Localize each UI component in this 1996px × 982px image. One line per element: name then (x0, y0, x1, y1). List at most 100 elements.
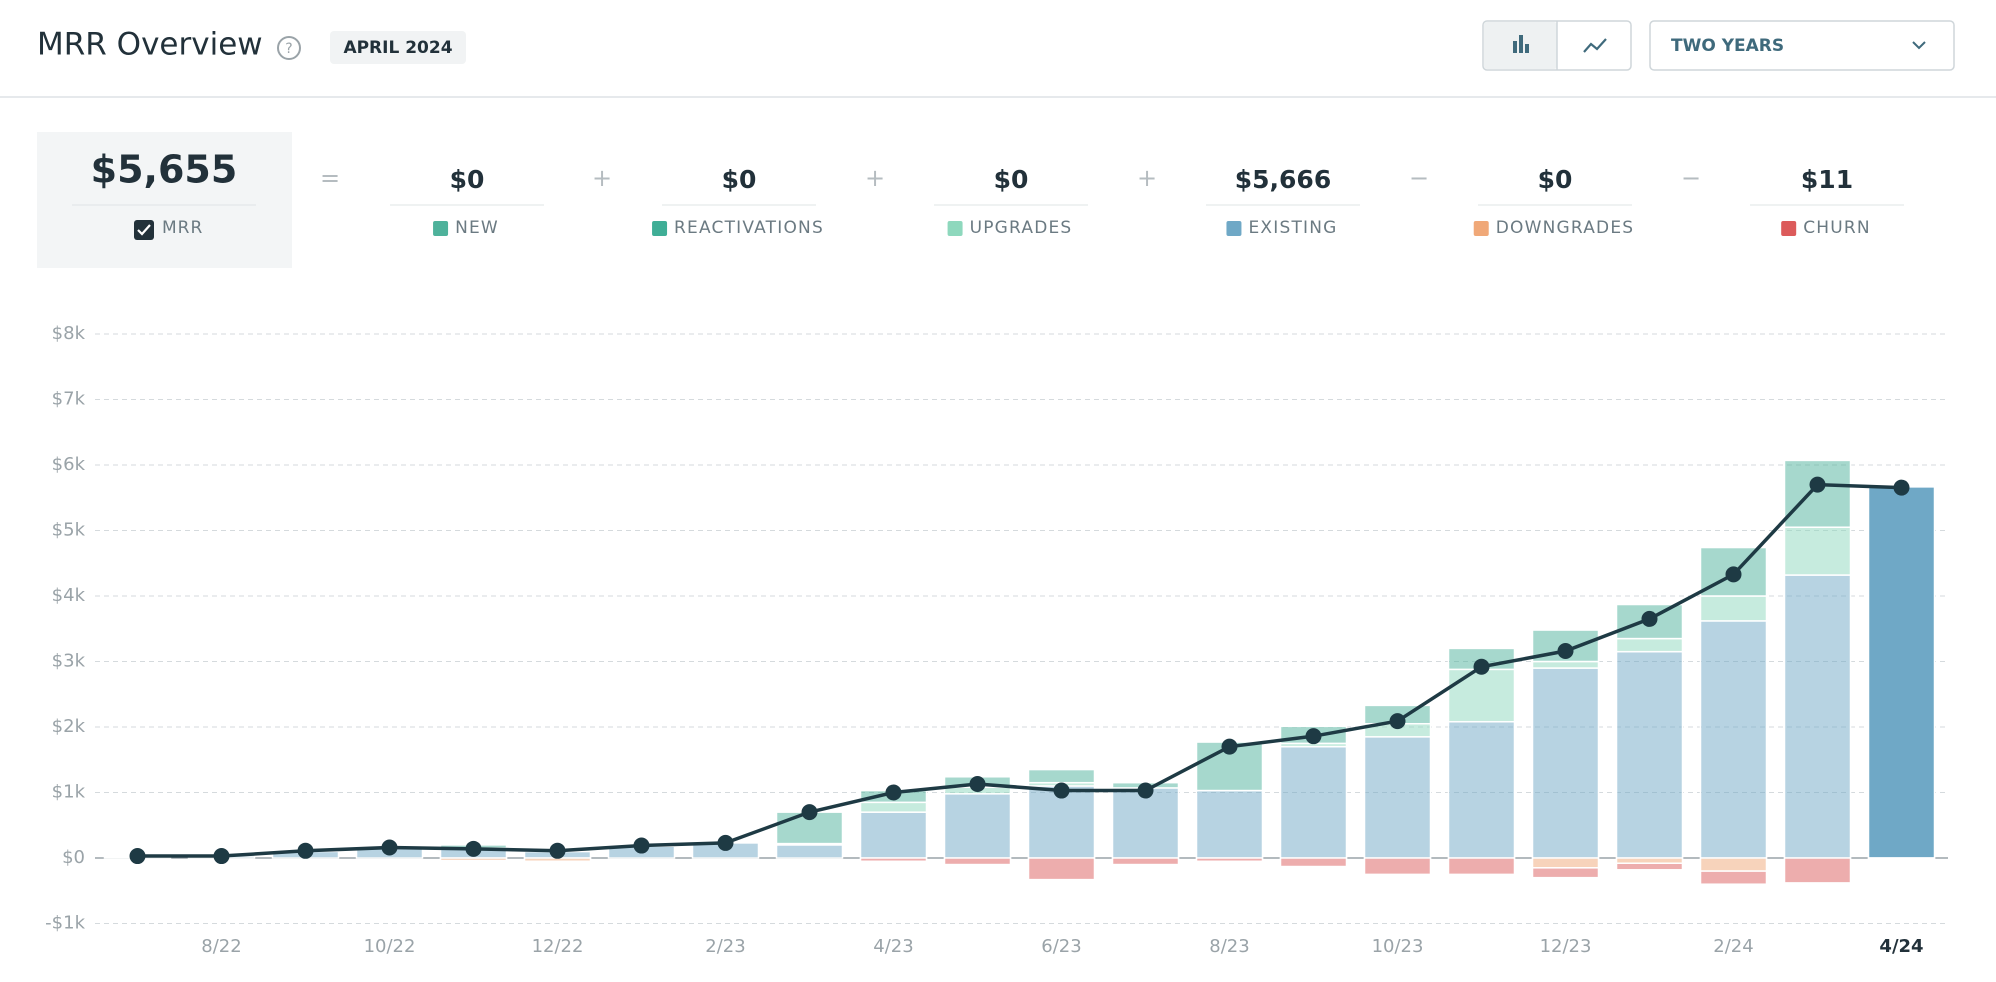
x-tick-label: 12/23 (1540, 936, 1592, 957)
bar-segment (1363, 857, 1432, 876)
y-tick-label: $4k (52, 585, 86, 606)
legend-label: EXISTING (1248, 218, 1337, 238)
bar-segment (1027, 768, 1096, 784)
bar-segment (1027, 857, 1096, 881)
dropdown-caret (1912, 41, 1926, 50)
summary-operator: − (1681, 164, 1701, 192)
summary-operator: + (865, 164, 885, 192)
mrr-line (137, 482, 1902, 858)
summary-value: $0 (450, 165, 485, 194)
date-badge (330, 31, 466, 64)
bar-segment (1279, 745, 1348, 859)
mrr-point (1389, 713, 1406, 730)
mrr-point (465, 840, 482, 857)
summary-value: $11 (1801, 165, 1853, 194)
mrr-total-value: $5,655 (91, 148, 238, 192)
range-dropdown[interactable] (1649, 20, 1955, 71)
y-tick-label: $8k (52, 323, 86, 344)
mrr-point (717, 834, 734, 851)
bar-segment (1615, 637, 1684, 653)
mrr-point (1641, 610, 1658, 627)
y-tick-label: $6k (52, 454, 86, 475)
bar-segment (1867, 857, 1936, 860)
legend-label: UPGRADES (970, 218, 1073, 238)
bar-segment (1783, 526, 1852, 576)
y-tick-label: $7k (52, 389, 86, 410)
summary-operator: = (320, 164, 340, 192)
bar-segment (1195, 857, 1264, 863)
mrr-point (1221, 738, 1238, 755)
bar-segment (943, 793, 1012, 859)
bar-segment (859, 811, 928, 859)
mrr-point (633, 837, 650, 854)
mrr-point (1893, 479, 1910, 496)
mrr-point (381, 839, 398, 856)
checkmark (137, 224, 151, 236)
bar-segment (1447, 668, 1516, 723)
legend-swatch (1226, 221, 1242, 236)
bar-segment (1279, 857, 1348, 868)
bar-segment (1615, 857, 1684, 864)
help-icon-text: ? (285, 41, 292, 57)
bar-segment (1699, 595, 1768, 622)
bar-segment (1531, 867, 1600, 879)
bar-icon (1513, 35, 1529, 53)
range-dropdown-text: TWO YEARS (1671, 36, 1784, 56)
mrr-point (1725, 566, 1742, 583)
bar-segment (1783, 459, 1852, 528)
x-tick-label: 10/23 (1372, 936, 1424, 957)
summary-operator: + (592, 164, 612, 192)
legend-swatch (947, 221, 963, 236)
summary-operator: − (1409, 164, 1429, 192)
bar-segment (1699, 870, 1768, 885)
legend-label: DOWNGRADES (1496, 218, 1635, 238)
y-tick-label: $0 (62, 847, 85, 868)
mrr-point (297, 842, 314, 859)
summary-value: $5,666 (1235, 165, 1331, 194)
bar-segment (943, 857, 1012, 866)
legend-swatch (1473, 221, 1489, 236)
y-tick-label: $2k (52, 716, 86, 737)
mrr-checkbox[interactable] (134, 220, 154, 240)
mrr-point (213, 848, 230, 865)
legend-label: REACTIVATIONS (674, 218, 824, 238)
bar-segment (1531, 667, 1600, 859)
mrr-point (549, 842, 566, 859)
legend-swatch (652, 221, 668, 236)
bar-segment (1699, 620, 1768, 859)
mrr-point (801, 804, 818, 821)
bar-segment (1615, 650, 1684, 859)
bar-segment (1783, 574, 1852, 859)
bar-segment (1447, 721, 1516, 859)
summary-operator: + (1137, 164, 1157, 192)
x-tick-label: 4/23 (873, 936, 913, 957)
legend-label: NEW (455, 218, 499, 238)
help-icon[interactable] (277, 36, 301, 60)
summary-value: $0 (994, 165, 1029, 194)
summary-value: $0 (722, 165, 757, 194)
line-view-button[interactable] (1583, 38, 1607, 53)
x-tick-label: 4/24 (1879, 936, 1923, 957)
x-tick-label: 8/22 (201, 936, 241, 957)
y-tick-label: $1k (52, 782, 86, 803)
date-badge-text: APRIL 2024 (343, 38, 452, 58)
bar-segment (775, 811, 844, 845)
mrr-total-label: MRR (162, 218, 203, 238)
mrr-point (1053, 782, 1070, 799)
bar-segment (1447, 857, 1516, 876)
mrr-point (1305, 728, 1322, 745)
mrr-point (1557, 643, 1574, 660)
bar-segment (1195, 789, 1264, 859)
bar-segment (1783, 857, 1852, 884)
x-tick-label: 12/22 (532, 936, 584, 957)
bar-segment (1531, 660, 1600, 669)
mrr-total-box (37, 132, 292, 268)
legend-label: CHURN (1803, 218, 1871, 238)
mrr-point (1137, 782, 1154, 799)
bar-segment (775, 844, 844, 859)
x-tick-label: 6/23 (1041, 936, 1081, 957)
bar-segment (1615, 862, 1684, 871)
bar-segment (1363, 736, 1432, 859)
x-tick-label: 8/23 (1209, 936, 1249, 957)
